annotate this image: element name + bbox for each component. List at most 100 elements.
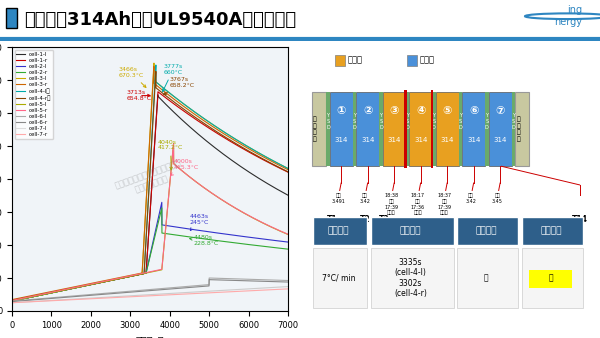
Text: 蔓延间隔: 蔓延间隔 (540, 226, 562, 236)
cell-2-r (277, 246, 284, 250)
cell-4-r触 (135, 273, 142, 277)
Bar (431, 90, 433, 168)
cell-6-r (206, 277, 213, 282)
Text: 314: 314 (493, 137, 507, 143)
cell-5-l (277, 229, 284, 233)
Text: 314: 314 (440, 137, 454, 143)
cell-6-r (277, 280, 284, 284)
cell-4-l触 (8, 299, 16, 303)
Bar (313, 247, 367, 308)
cell-4-r触 (277, 166, 284, 170)
Text: 314: 314 (361, 137, 374, 143)
Bar (462, 92, 485, 166)
Bar (457, 217, 518, 245)
cell-5-r (277, 229, 284, 233)
cell-5-r (8, 298, 16, 303)
cell-6-r (277, 280, 284, 284)
cell-4-l触 (143, 234, 150, 238)
cell-3-l (277, 163, 284, 167)
Text: T2: T2 (359, 215, 370, 224)
cell-1-l (143, 269, 150, 273)
cell-2-r (226, 240, 233, 244)
cell-1-l (284, 193, 292, 197)
Bar (326, 92, 329, 166)
cell-4-r触 (277, 166, 284, 170)
cell-2-l (8, 299, 16, 303)
cell-3-l (135, 272, 142, 276)
cell-6-r (143, 289, 150, 293)
Line: cell-4-l触: cell-4-l触 (12, 65, 288, 301)
Text: ⑥: ⑥ (469, 105, 478, 116)
Text: 加热时长: 加热时长 (400, 226, 421, 236)
Bar (313, 217, 367, 245)
cell-3-r (151, 65, 158, 69)
cell-5-r (143, 270, 150, 274)
cell-7-l (284, 285, 292, 289)
Bar (488, 92, 512, 166)
Text: 无: 无 (548, 273, 553, 283)
cell-6-r (22, 298, 29, 303)
cell-3-r (277, 164, 284, 168)
Bar (485, 92, 488, 166)
Text: Y
S
D: Y S D (511, 113, 515, 130)
Text: 是否蔓延: 是否蔓延 (475, 226, 497, 236)
cell-1-l (226, 156, 233, 161)
cell-1-r (284, 170, 292, 174)
Text: 4000s
415.3°C: 4000s 415.3°C (170, 160, 199, 175)
Text: Y
S
D: Y S D (432, 113, 436, 130)
Line: cell-7-r: cell-7-r (12, 289, 288, 303)
Text: Y
S
D: Y S D (353, 113, 356, 130)
cell-5-r (22, 295, 29, 299)
cell-6-r (284, 280, 292, 284)
cell-5-l (277, 229, 284, 233)
cell-3-r (135, 272, 142, 276)
Legend: cell-1-l, cell-1-r, cell-2-l, cell-2-r, cell-3-l, cell-3-r, cell-4-l触, cell-4-r触: cell-1-l, cell-1-r, cell-2-l, cell-2-r, … (15, 50, 53, 139)
Text: Y
S
D: Y S D (406, 113, 409, 130)
Text: 18:17
开端
17:36
热失控: 18:17 开端 17:36 热失控 (410, 193, 425, 215)
Text: 3777s
660°C: 3777s 660°C (163, 64, 183, 92)
Text: ⑦: ⑦ (496, 105, 505, 116)
cell-4-l触 (277, 162, 284, 166)
cell-7-r (277, 287, 284, 291)
Line: cell-5-r: cell-5-r (12, 144, 288, 300)
cell-7-r (143, 294, 150, 298)
Bar (406, 92, 409, 166)
cell-7-l (22, 300, 29, 304)
Bar (436, 92, 458, 166)
Text: 磷酸铁锂314Ah电芯UL9540A热蔓延测试: 磷酸铁锂314Ah电芯UL9540A热蔓延测试 (24, 11, 296, 29)
cell-1-l (22, 296, 29, 300)
cell-3-l (22, 296, 29, 300)
Bar (335, 55, 345, 66)
Line: cell-5-l: cell-5-l (12, 144, 288, 301)
Text: 否: 否 (484, 273, 488, 283)
cell-4-l触 (284, 166, 292, 170)
Text: 电压
3.42: 电压 3.42 (465, 193, 476, 204)
cell-7-l (276, 285, 283, 289)
cell-6-l (206, 276, 213, 280)
cell-2-r (277, 246, 284, 250)
cell-2-r (284, 247, 292, 251)
cell-5-l (135, 272, 142, 276)
cell-4-r触 (284, 170, 292, 174)
Text: 3713s
654.8°C: 3713s 654.8°C (127, 90, 151, 101)
cell-3-r (284, 168, 292, 172)
cell-4-r触 (22, 295, 29, 299)
cell-1-r (22, 296, 29, 300)
cell-5-r (226, 202, 233, 207)
Text: 4480s
228.8°C: 4480s 228.8°C (190, 235, 218, 246)
cell-7-r (8, 301, 16, 305)
cell-3-l (8, 299, 16, 303)
cell-2-l (226, 233, 233, 237)
Line: cell-2-l: cell-2-l (12, 202, 288, 301)
cell-2-r (135, 272, 142, 276)
cell-2-r (22, 296, 29, 300)
cell-7-r (276, 287, 283, 291)
Text: T14: T14 (572, 215, 587, 224)
Bar (356, 92, 379, 166)
cell-3-l (226, 134, 233, 138)
Text: 电压
3.42: 电压 3.42 (359, 193, 370, 204)
Bar (353, 92, 356, 166)
Bar (409, 92, 432, 166)
cell-5-r (135, 272, 142, 276)
cell-7-l (135, 293, 142, 297)
